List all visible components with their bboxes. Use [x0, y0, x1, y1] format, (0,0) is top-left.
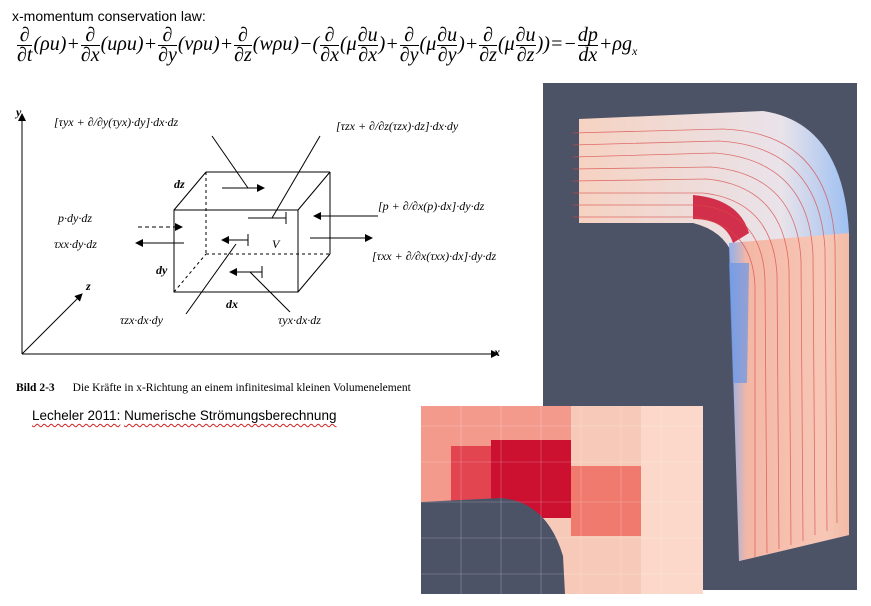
volume-element-diagram: y x z dz dy dx V p·dy·dz τxx·dy·dz [τyx … [14, 105, 500, 359]
z-axis [21, 293, 83, 355]
label-volume: V [272, 237, 281, 251]
cube [173, 171, 331, 293]
flow-simulation-zoom [421, 406, 703, 594]
axis-label-y: y [14, 105, 22, 119]
left-pressure-force: p·dy·dz [57, 211, 92, 225]
frac-dy: ∂ ∂y [158, 24, 177, 66]
top-shear-force: [τyx + ∂/∂y(τyx)·dy]·dx·dz [54, 115, 178, 129]
right-shear-force: [τxx + ∂/∂x(τxx)·dx]·dy·dz [372, 249, 496, 263]
label-dy: dy [156, 263, 168, 277]
frac-dpdx: dp dx [577, 24, 598, 66]
bottom-shear-force: τyx·dx·dz [278, 313, 321, 327]
frac-dt: ∂ ∂t [17, 24, 33, 66]
heading: x-momentum conservation law: [12, 8, 206, 24]
axis-label-z: z [85, 279, 91, 293]
front-shear-force: [τzx + ∂/∂z(τzx)·dz]·dx·dy [336, 119, 459, 133]
label-dz: dz [174, 177, 185, 191]
figure-caption: Bild 2-3 Die Kräfte in x-Richtung an eine… [16, 382, 411, 394]
x-momentum-equation: ∂ ∂t (ρu)+ ∂ ∂x (uρu)+ ∂ ∂y (vρu)+ ∂ ∂z (wρu)−(∂ ∂x(… [17, 24, 638, 66]
frac-dz: ∂ ∂z [234, 24, 252, 66]
streamlines [572, 128, 838, 557]
left-shear-force: τxx·dy·dz [54, 237, 97, 251]
reference-citation: Lecheler 2011: Numerische Strömungsberec… [32, 408, 337, 423]
label-dx: dx [226, 297, 238, 311]
right-pressure-force: [p + ∂/∂x(p)·dx]·dy·dz [378, 199, 485, 213]
axis-label-x: x [493, 345, 500, 359]
frac-dx: ∂ ∂x [80, 24, 100, 66]
back-shear-force: τzx·dx·dy [120, 313, 164, 327]
